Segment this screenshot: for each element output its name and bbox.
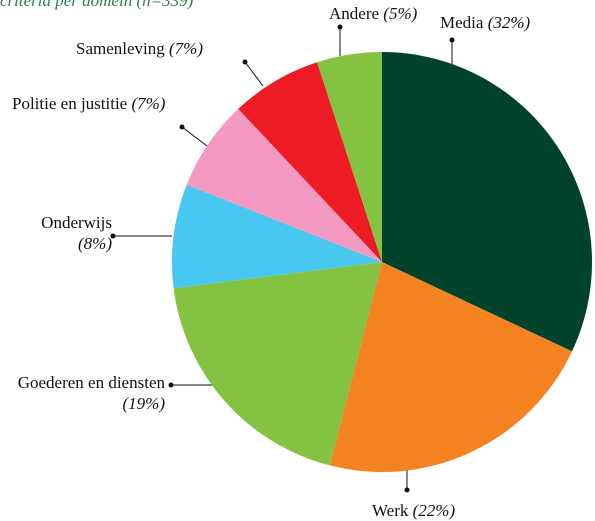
value-label: (7%) — [131, 94, 166, 113]
value-label: (5%) — [383, 4, 418, 23]
category-name: Werk — [372, 501, 409, 520]
value-label: (8%) — [78, 234, 112, 253]
leader-dot — [449, 37, 455, 43]
category-name: Media — [440, 13, 484, 32]
leader-dot — [179, 124, 185, 130]
slice-label: Werk (22%) — [372, 500, 455, 521]
category-name: Politie en justitie — [12, 94, 128, 113]
leader-line — [244, 61, 264, 87]
pie-slice — [382, 52, 592, 352]
slice-label: Politie en justitie (7%) — [12, 93, 165, 114]
pie-slice — [238, 62, 382, 262]
leader-dot — [242, 59, 248, 65]
category-name: Andere — [329, 4, 380, 23]
value-label: (22%) — [412, 501, 456, 520]
slice-label: Onderwijs (8%) — [12, 212, 112, 254]
pie-slice — [172, 184, 382, 289]
pie-slice — [329, 262, 573, 472]
value-label: (7%) — [169, 39, 203, 58]
pie-slice — [186, 108, 382, 262]
leader-dot — [337, 24, 343, 30]
pie-slice — [173, 262, 382, 466]
category-name: Samenleving — [76, 39, 165, 58]
slice-label: Media (32%) — [440, 12, 530, 33]
leader-dot — [110, 233, 116, 239]
pie-slice — [317, 52, 382, 262]
leader-dot — [404, 487, 410, 493]
slice-label: Andere (5%) — [329, 3, 417, 24]
category-name: Goederen en diensten — [17, 373, 165, 392]
leader-line — [181, 126, 208, 147]
leader-dot — [168, 382, 174, 388]
slice-label: Samenleving (7%) — [76, 38, 203, 59]
chart-title: criteria per domein (n=339) — [0, 0, 194, 10]
value-label: (32%) — [487, 13, 531, 32]
slice-label: Goederen en diensten (19%) — [15, 372, 165, 414]
value-label: (19%) — [122, 394, 165, 413]
category-name: Onderwijs — [41, 213, 112, 232]
